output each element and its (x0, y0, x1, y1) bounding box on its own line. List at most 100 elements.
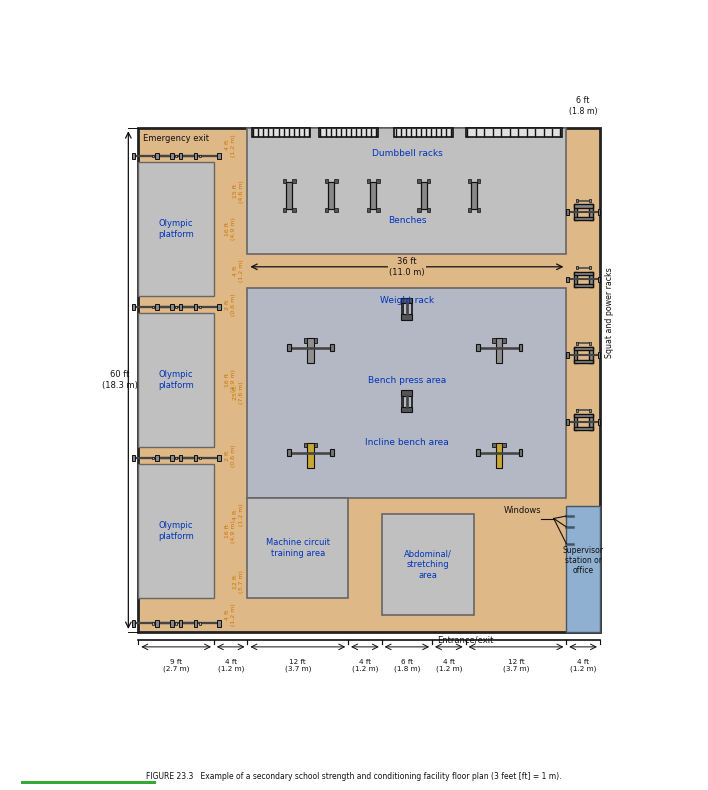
Text: 60 ft
(18.3 m): 60 ft (18.3 m) (102, 371, 138, 389)
Bar (330, 450, 333, 457)
Bar (589, 409, 590, 412)
Bar (401, 390, 412, 396)
Text: (2.7 m): (2.7 m) (163, 665, 189, 672)
Bar (367, 208, 370, 213)
Bar (401, 314, 412, 320)
Text: (1.2 m): (1.2 m) (352, 665, 378, 672)
Bar (334, 179, 338, 183)
Bar (471, 182, 477, 209)
Bar (283, 179, 287, 183)
Bar (367, 179, 370, 183)
Bar (401, 298, 412, 303)
Text: 4 ft: 4 ft (224, 659, 236, 664)
Bar (217, 455, 221, 461)
Bar (132, 153, 135, 160)
Bar (178, 455, 182, 461)
Bar (589, 347, 593, 363)
Bar (251, 128, 310, 137)
Bar (427, 208, 430, 213)
Bar (171, 455, 173, 461)
Text: 9 ft: 9 ft (170, 659, 182, 664)
Bar (519, 344, 523, 352)
Bar (477, 208, 480, 213)
Bar (194, 153, 198, 160)
Bar (329, 182, 334, 209)
Bar (401, 407, 412, 412)
Bar (314, 338, 317, 343)
Bar (394, 128, 453, 137)
Text: Weight rack: Weight rack (379, 296, 434, 305)
Bar (152, 306, 154, 308)
Bar (248, 288, 566, 498)
Bar (175, 457, 177, 460)
Bar (573, 347, 593, 350)
Text: (3.7 m): (3.7 m) (503, 665, 529, 672)
Bar (171, 153, 173, 160)
Bar (598, 276, 600, 282)
Text: Olympic
platform: Olympic platform (159, 521, 194, 541)
Bar (132, 304, 135, 310)
Bar (198, 306, 201, 308)
Bar (503, 443, 506, 447)
Bar (152, 457, 154, 460)
Bar (401, 396, 403, 407)
Bar (138, 162, 214, 296)
Text: 4 ft: 4 ft (577, 659, 589, 664)
Text: 15 ft
(4.6 m): 15 ft (4.6 m) (233, 180, 244, 203)
Bar (503, 338, 506, 343)
Bar (589, 272, 593, 288)
Bar (598, 209, 600, 215)
Bar (194, 620, 198, 626)
Bar (217, 304, 221, 310)
Bar (493, 338, 496, 343)
Text: Olympic
platform: Olympic platform (159, 220, 194, 239)
Bar (178, 304, 182, 310)
Text: Dumbbell racks: Dumbbell racks (372, 149, 442, 158)
Bar (319, 128, 377, 137)
Text: 4 ft: 4 ft (442, 659, 455, 664)
Text: 6 ft
(1.8 m): 6 ft (1.8 m) (569, 96, 598, 116)
Text: 2 ft
(0.6 m): 2 ft (0.6 m) (225, 293, 236, 316)
Bar (292, 179, 296, 183)
Bar (411, 303, 412, 314)
Bar (573, 347, 577, 363)
Bar (589, 342, 590, 344)
Bar (287, 450, 291, 457)
Text: 4 ft
(1.2 m): 4 ft (1.2 m) (233, 260, 244, 282)
Bar (292, 208, 296, 213)
Bar (304, 338, 307, 343)
Bar (314, 443, 317, 447)
Text: 12 ft
(3.7 m): 12 ft (3.7 m) (233, 570, 244, 592)
Bar (573, 205, 593, 208)
Text: Bench press area: Bench press area (367, 375, 446, 385)
Bar (334, 208, 338, 213)
Text: 12 ft: 12 ft (290, 659, 306, 664)
Bar (411, 396, 412, 407)
Bar (325, 179, 329, 183)
Bar (576, 199, 578, 202)
Bar (171, 304, 173, 310)
Bar (175, 155, 177, 157)
Text: Olympic
platform: Olympic platform (159, 371, 194, 389)
Text: 4 ft
(1.2 m): 4 ft (1.2 m) (225, 604, 236, 626)
Bar (476, 450, 479, 457)
Text: (1.2 m): (1.2 m) (570, 665, 596, 672)
Text: 4 ft
(1.2 m): 4 ft (1.2 m) (233, 503, 244, 525)
Bar (175, 622, 177, 625)
Text: 16 ft
(4.9 m): 16 ft (4.9 m) (225, 369, 236, 392)
Text: 2 ft
(0.6 m): 2 ft (0.6 m) (225, 444, 236, 467)
Text: Supervisor
station or
office: Supervisor station or office (563, 546, 604, 575)
Bar (138, 464, 214, 598)
Text: 25 ft
(7.6 m): 25 ft (7.6 m) (233, 382, 244, 404)
Bar (468, 208, 471, 213)
Bar (573, 359, 593, 363)
Bar (589, 414, 593, 430)
Bar (566, 276, 569, 282)
Bar (573, 272, 593, 275)
Bar (178, 153, 182, 160)
Bar (573, 284, 593, 288)
Text: 4 ft
(1.2 m): 4 ft (1.2 m) (225, 134, 236, 156)
Bar (598, 352, 600, 358)
Text: Abdominal/
stretching
area: Abdominal/ stretching area (404, 550, 452, 580)
Bar (566, 209, 569, 215)
